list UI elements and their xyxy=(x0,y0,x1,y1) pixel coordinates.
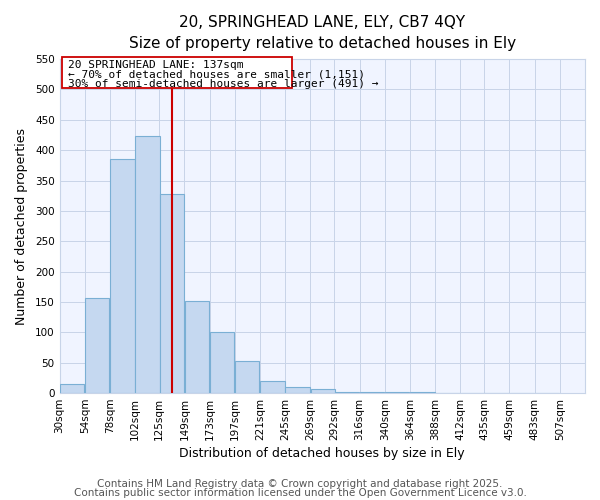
Text: ← 70% of detached houses are smaller (1,151): ← 70% of detached houses are smaller (1,… xyxy=(68,70,365,80)
Bar xyxy=(110,160,134,393)
Bar xyxy=(410,392,434,393)
Bar xyxy=(60,384,85,393)
Text: 30% of semi-detached houses are larger (491) →: 30% of semi-detached houses are larger (… xyxy=(68,78,379,88)
Bar xyxy=(136,136,160,393)
Bar xyxy=(185,301,209,393)
Bar xyxy=(260,381,284,393)
Text: Contains public sector information licensed under the Open Government Licence v3: Contains public sector information licen… xyxy=(74,488,526,498)
Bar xyxy=(210,332,234,393)
Y-axis label: Number of detached properties: Number of detached properties xyxy=(15,128,28,324)
Bar xyxy=(85,298,109,393)
Bar xyxy=(235,361,259,393)
X-axis label: Distribution of detached houses by size in Ely: Distribution of detached houses by size … xyxy=(179,447,465,460)
Bar xyxy=(311,390,335,393)
Title: 20, SPRINGHEAD LANE, ELY, CB7 4QY
Size of property relative to detached houses i: 20, SPRINGHEAD LANE, ELY, CB7 4QY Size o… xyxy=(129,15,516,51)
Bar xyxy=(335,392,359,393)
FancyBboxPatch shape xyxy=(62,56,292,88)
Bar xyxy=(360,392,384,393)
Text: Contains HM Land Registry data © Crown copyright and database right 2025.: Contains HM Land Registry data © Crown c… xyxy=(97,479,503,489)
Text: 20 SPRINGHEAD LANE: 137sqm: 20 SPRINGHEAD LANE: 137sqm xyxy=(68,60,244,70)
Bar xyxy=(286,387,310,393)
Bar xyxy=(385,392,409,393)
Bar xyxy=(160,194,184,393)
